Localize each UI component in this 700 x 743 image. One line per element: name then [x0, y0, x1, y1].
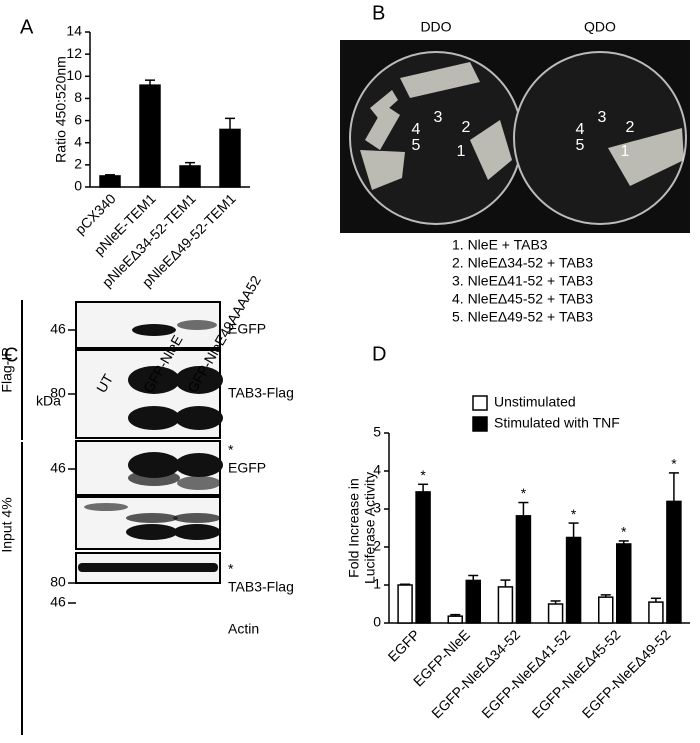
marker-label: 80 [50, 574, 66, 590]
blot-bands [78, 320, 223, 572]
y-tick-label: 14 [66, 23, 82, 39]
y-tick-label: 3 [373, 500, 381, 516]
legend-item: 4. NleEΔ45-52 + TAB3 [452, 291, 593, 307]
bar [497, 586, 514, 624]
y-tick-label: 10 [66, 67, 82, 83]
legend-item: 3. NleEΔ41-52 + TAB3 [452, 273, 593, 289]
unit-label: kDa [36, 393, 61, 409]
bar [598, 596, 614, 624]
marker-label: 46 [50, 460, 66, 476]
y-tick-label: 0 [74, 178, 82, 194]
bar [219, 128, 241, 188]
legend-item: 1. NleE + TAB3 [452, 237, 548, 253]
spot-label: 2 [462, 119, 471, 136]
y-tick-label: 2 [74, 156, 82, 172]
legend-label: Unstimulated [494, 394, 576, 410]
bar [565, 536, 582, 624]
blot-label: EGFP [228, 460, 266, 476]
blot-frames [75, 301, 221, 584]
y-tick-label: 12 [66, 45, 82, 61]
spot-label: 3 [434, 109, 443, 126]
blot-note: * [228, 442, 234, 458]
group-label: Input 4% [0, 497, 15, 552]
y-tick-label: 2 [373, 538, 381, 554]
blot-label: Actin [228, 621, 259, 637]
y-tick-label: 6 [74, 111, 82, 127]
bar [666, 500, 682, 624]
spot-label: 1 [457, 143, 466, 160]
bar [465, 579, 481, 624]
blot-label: EGFP [228, 321, 266, 337]
panel-label: C [4, 344, 18, 366]
panel-label: B [372, 2, 385, 24]
plate-label: DDO [420, 19, 451, 35]
bar [99, 175, 121, 188]
x-tick-label: EGFP-NleEΔ34-52 [428, 626, 523, 721]
marker-label: 46 [50, 321, 66, 337]
bar [648, 601, 664, 624]
bar [547, 603, 564, 624]
legend-label: Stimulated with TNF [494, 415, 620, 431]
bar [616, 543, 632, 624]
bar [415, 491, 431, 624]
bar [179, 165, 201, 188]
y-tick-label: 0 [373, 614, 381, 630]
blot-label: TAB3-Flag [228, 385, 294, 401]
panel-label: A [20, 16, 34, 38]
spot-label: 3 [598, 109, 607, 126]
x-tick-label: EGFP-NleEΔ41-52 [478, 626, 573, 721]
spot-label: 5 [576, 137, 585, 154]
y-axis-label: Ratio 450:520nm [53, 56, 69, 163]
x-tick-label: EGFP-NleEΔ49-52 [579, 626, 674, 721]
y-tick-label: 5 [373, 424, 381, 440]
marker-label: 80 [50, 385, 66, 401]
x-tick-label: EGFP-NleEΔ45-52 [529, 626, 624, 721]
significance-mark: * [671, 456, 677, 472]
legend-item: 5. NleEΔ49-52 + TAB3 [452, 309, 593, 325]
significance-mark: * [621, 524, 627, 540]
marker-label: 46 [50, 594, 66, 610]
legend-item: 2. NleEΔ34-52 + TAB3 [452, 255, 593, 271]
bar [397, 584, 413, 624]
group-label: Flag-IP [0, 347, 15, 392]
panel-label: D [372, 343, 386, 365]
colonies [360, 62, 684, 190]
plate-label: QDO [584, 19, 616, 35]
spot-label: 2 [626, 119, 635, 136]
y-tick-label: 8 [74, 89, 82, 105]
significance-mark: * [521, 485, 527, 501]
bar [515, 515, 532, 624]
legend-swatch [472, 416, 488, 432]
blot-label: TAB3-Flag [228, 579, 294, 595]
plate [513, 51, 687, 225]
legend-swatch [472, 395, 488, 411]
y-axis-label: Luciferase Activity [362, 472, 378, 584]
spot-label: 4 [576, 121, 585, 138]
y-tick-label: 4 [74, 133, 82, 149]
significance-mark: * [571, 506, 577, 522]
spot-label: 5 [412, 137, 421, 154]
bar [139, 84, 161, 188]
y-axis-label: Fold Increase in [346, 478, 362, 578]
bar [447, 615, 463, 624]
significance-mark: * [420, 467, 426, 483]
spot-label: 4 [412, 121, 421, 138]
x-tick-label: EGFP [385, 626, 423, 664]
y-tick-label: 1 [373, 576, 381, 592]
spot-label: 1 [621, 143, 630, 160]
blot-note: * [228, 561, 234, 577]
y-tick-label: 4 [373, 462, 381, 478]
